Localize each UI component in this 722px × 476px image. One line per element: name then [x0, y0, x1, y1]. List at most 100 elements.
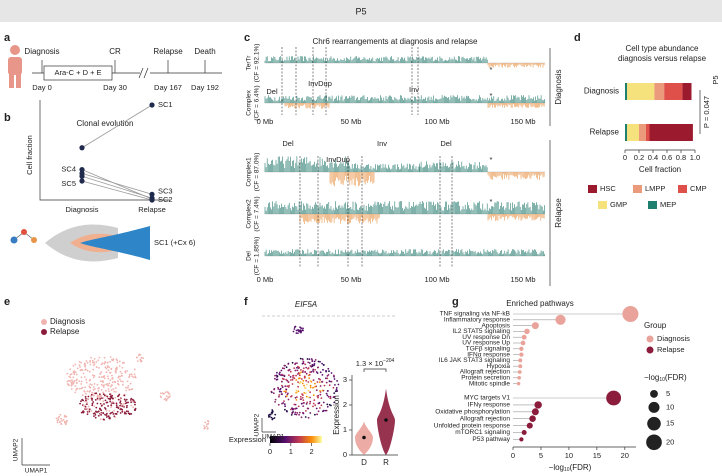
cell-point [303, 384, 305, 387]
cell-point [280, 369, 283, 372]
cell-point [107, 377, 110, 380]
cell-point [273, 388, 275, 391]
x-tick-label: 5 [539, 451, 543, 460]
cell-point [92, 386, 95, 388]
panel-label: c [244, 32, 250, 44]
cell-point [291, 383, 294, 385]
lollipop-point [555, 314, 566, 325]
cell-point [305, 372, 308, 375]
cell-point [102, 400, 105, 403]
cell-point [307, 367, 309, 370]
cell-point [312, 386, 314, 389]
cell-point [115, 387, 117, 389]
size-legend-marker [646, 434, 662, 451]
size-legend-marker [648, 401, 660, 413]
y-tick-label: 3 [343, 375, 347, 384]
significance-bracket [363, 368, 387, 372]
legend-label: 15 [666, 419, 674, 428]
cell-point [92, 376, 95, 379]
x-axis-label-sub: 10 [564, 467, 570, 473]
umap-axes [21, 438, 50, 466]
cell-point [115, 402, 118, 405]
cell-point [85, 368, 87, 371]
legend-swatch [648, 201, 657, 209]
cell-point [128, 373, 131, 376]
x-tick-label: R [383, 458, 389, 467]
cell-point [71, 379, 73, 381]
coverage-track [264, 95, 545, 103]
cell-point [123, 361, 125, 364]
cell-point [126, 380, 129, 383]
cell-point [281, 377, 284, 380]
x-axis-label: UMAP1 [25, 468, 48, 475]
cell-point [114, 412, 117, 415]
cell-point [94, 392, 97, 395]
event-label: Diagnosis [24, 47, 59, 56]
cell-point [297, 381, 299, 383]
cell-point [70, 384, 73, 387]
annotation: 1.3 × 10−204 [356, 358, 395, 368]
cell-point [107, 405, 109, 407]
lollipop-point [531, 408, 539, 416]
x-axis-label: −log10(FDR) [549, 463, 592, 473]
x-tick-label: 100 Mb [424, 117, 449, 126]
cell-point [287, 386, 290, 388]
cell-point [160, 396, 163, 399]
legend-title-sub: 10 [659, 377, 665, 383]
cell-point [328, 403, 331, 406]
chart-subtitle: diagnosis versus relapse [618, 54, 707, 63]
cell-point [300, 402, 303, 405]
y-tick-label: Inflammatory response [444, 317, 510, 324]
cell-point [85, 397, 87, 400]
cell-point [295, 332, 298, 334]
cell-point [112, 413, 115, 415]
cell-point [104, 399, 107, 402]
x-tick-label: Relapse [138, 205, 166, 214]
cell-point [304, 371, 307, 373]
colorbar-tick-label: 2 [310, 447, 314, 456]
cell-point [131, 400, 134, 403]
cell-point [283, 400, 285, 402]
cell-point [115, 406, 118, 409]
cell-point [278, 373, 281, 376]
legend-label: CMP [690, 184, 707, 193]
cell-point [284, 405, 286, 408]
x-tick-label: 150 Mb [510, 275, 535, 284]
cell-point [324, 409, 327, 412]
cell-point [100, 383, 103, 386]
cell-point [84, 364, 87, 367]
series-label: SC5 [61, 179, 76, 188]
cell-point [299, 395, 302, 398]
cell-point [79, 366, 81, 368]
cell-point [288, 368, 291, 371]
cell-point [109, 371, 112, 374]
cell-point [302, 411, 304, 414]
cell-point [83, 376, 86, 378]
event-label: Relapse [153, 47, 183, 56]
cell-point [316, 413, 318, 416]
cell-point [315, 389, 318, 392]
cell-point [119, 375, 122, 378]
x-tick-label: 0.2 [634, 153, 644, 162]
cell-point [296, 396, 298, 398]
legend-title: −log10(FDR) [644, 373, 687, 383]
y-tick-label: 1 [343, 425, 347, 434]
cell-point [276, 371, 278, 374]
cell-point [274, 377, 276, 380]
cell-point [103, 375, 106, 377]
cell-point [329, 380, 331, 383]
cell-point [96, 395, 99, 398]
cell-point [129, 399, 132, 401]
cell-point [100, 376, 103, 378]
cell-point [90, 393, 93, 396]
cell-point [293, 408, 295, 410]
cell-point [273, 417, 276, 419]
cell-point [285, 410, 288, 412]
cell-point [110, 396, 113, 399]
cell-point [134, 401, 136, 404]
cell-point [89, 395, 92, 397]
track-name: Complex1 [246, 157, 253, 187]
cell-point [95, 361, 98, 363]
cell-point [142, 357, 144, 359]
cell-point [123, 398, 126, 401]
